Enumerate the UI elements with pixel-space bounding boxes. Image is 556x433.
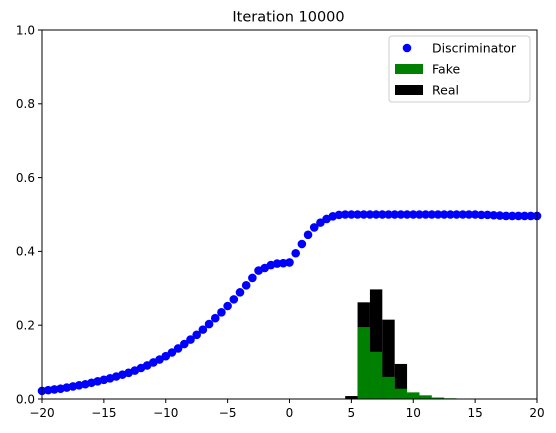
discriminator-point xyxy=(427,210,437,219)
discriminator-point xyxy=(408,210,418,219)
discriminator-point xyxy=(161,351,171,361)
discriminator-point xyxy=(396,210,406,219)
discriminator-point xyxy=(501,211,511,221)
x-tick-label: −5 xyxy=(219,406,237,420)
discriminator-point xyxy=(371,210,381,219)
discriminator-point xyxy=(520,211,529,221)
legend-entry-discriminator: Discriminator xyxy=(402,41,517,56)
discriminator-point xyxy=(495,211,505,220)
x-tick-label: −10 xyxy=(153,406,178,420)
discriminator-point xyxy=(353,210,362,219)
discriminator-point xyxy=(507,211,517,221)
y-tick-label: 1.0 xyxy=(16,23,35,37)
y-tick-label: 0.0 xyxy=(16,392,35,406)
chart-title: Iteration 10000 xyxy=(232,10,344,26)
x-tick-label: 10 xyxy=(406,406,421,420)
discriminator-point xyxy=(303,230,313,240)
histogram-bar-fake xyxy=(394,388,408,399)
discriminator-point xyxy=(210,313,220,323)
discriminator-point xyxy=(223,301,232,311)
discriminator-point xyxy=(464,210,474,219)
discriminator-point xyxy=(334,210,344,220)
discriminator-point xyxy=(198,325,208,334)
legend-entry-fake: Fake xyxy=(395,62,460,77)
x-tick-label: −20 xyxy=(29,406,54,420)
discriminator-point xyxy=(180,339,189,349)
histogram-bar-fake xyxy=(369,351,383,399)
discriminator-point xyxy=(347,210,356,219)
discriminator-point xyxy=(186,335,195,344)
discriminator-point xyxy=(291,248,300,258)
discriminator-point xyxy=(477,210,486,220)
discriminator-point xyxy=(452,210,461,219)
discriminator-point xyxy=(378,210,387,219)
y-tick-label: 0.2 xyxy=(16,319,35,333)
discriminator-point xyxy=(316,218,325,227)
legend-label-discriminator: Discriminator xyxy=(432,41,517,56)
discriminator-point xyxy=(340,210,350,219)
discriminator-point xyxy=(421,210,430,219)
discriminator-point xyxy=(192,330,201,340)
x-tick-label: 20 xyxy=(529,406,544,420)
discriminator-point xyxy=(272,259,282,268)
legend: Discriminator Fake Real xyxy=(388,35,531,103)
discriminator-point xyxy=(514,211,523,221)
discriminator-point xyxy=(204,319,214,329)
discriminator-points xyxy=(37,210,542,396)
discriminator-point xyxy=(173,344,183,353)
legend-box xyxy=(388,35,531,103)
discriminator-point xyxy=(384,210,393,219)
discriminator-point xyxy=(446,210,455,219)
discriminator-point xyxy=(483,210,492,220)
legend-label-fake: Fake xyxy=(432,62,460,77)
discriminator-point xyxy=(433,210,443,219)
histogram-bar-fake xyxy=(357,327,370,399)
discriminator-point xyxy=(365,210,375,219)
discriminator-point xyxy=(489,210,498,220)
discriminator-point xyxy=(439,210,449,219)
x-tick-label: 5 xyxy=(348,406,356,420)
axes: −20 −15 −10 −5 0 5 10 15 20 0.0 0.2 0.4 0.6 0.8 1.0 xyxy=(16,23,545,420)
histogram-bar-fake xyxy=(431,397,445,399)
legend-swatch-fake xyxy=(395,64,423,74)
histogram-bar-fake xyxy=(419,395,432,399)
discriminator-point xyxy=(248,273,257,283)
discriminator-point xyxy=(285,258,294,267)
legend-entry-real: Real xyxy=(395,83,459,98)
discriminator-point xyxy=(229,295,239,304)
discriminator-point xyxy=(309,223,319,232)
discriminator-point xyxy=(470,210,480,219)
legend-marker-discriminator xyxy=(402,43,412,53)
histogram-bar-real xyxy=(345,396,358,399)
discriminator-point xyxy=(297,239,307,249)
discriminator-point xyxy=(402,210,412,219)
legend-swatch-real xyxy=(395,85,423,95)
discriminator-point xyxy=(458,210,468,219)
discriminator-point xyxy=(415,210,424,219)
y-tick-label: 0.8 xyxy=(16,97,35,111)
discriminator-point xyxy=(390,210,399,219)
histogram-fake xyxy=(357,327,457,399)
discriminator-point xyxy=(359,210,369,219)
legend-label-real: Real xyxy=(432,83,459,98)
discriminator-point xyxy=(235,288,245,297)
discriminator-point xyxy=(526,211,536,221)
y-tick-label: 0.4 xyxy=(16,245,35,259)
discriminator-point xyxy=(217,307,226,317)
histogram-bar-fake xyxy=(382,376,395,399)
histogram-bar-fake xyxy=(407,392,420,399)
x-tick-label: 0 xyxy=(286,406,294,420)
discriminator-point xyxy=(241,281,251,290)
x-tick-label: −15 xyxy=(91,406,116,420)
y-tick-label: 0.6 xyxy=(16,171,35,185)
x-tick-label: 15 xyxy=(467,406,482,420)
discriminator-point xyxy=(167,348,177,357)
